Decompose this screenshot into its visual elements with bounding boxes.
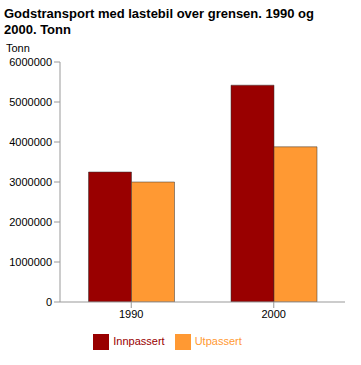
svg-text:4000000: 4000000 bbox=[9, 136, 52, 148]
html-text:Godstransport med lastebil ove: Godstransport med lastebil over grensen.… bbox=[4, 6, 314, 37]
svg-text:1000000: 1000000 bbox=[9, 256, 52, 268]
html-text:Utpassert: Utpassert bbox=[194, 334, 242, 347]
svg-text:2000000: 2000000 bbox=[9, 216, 52, 228]
html-text:Innpassert: Innpassert bbox=[113, 334, 165, 347]
svg-text:1990: 1990 bbox=[119, 308, 143, 320]
svg-text:5000000: 5000000 bbox=[9, 96, 52, 108]
svg-text:2000: 2000 bbox=[262, 308, 286, 320]
html-text:Tonn: Tonn bbox=[6, 42, 30, 54]
svg-text:3000000: 3000000 bbox=[9, 176, 52, 188]
svg-text:6000000: 6000000 bbox=[9, 56, 52, 68]
svg-text:0: 0 bbox=[46, 296, 52, 308]
